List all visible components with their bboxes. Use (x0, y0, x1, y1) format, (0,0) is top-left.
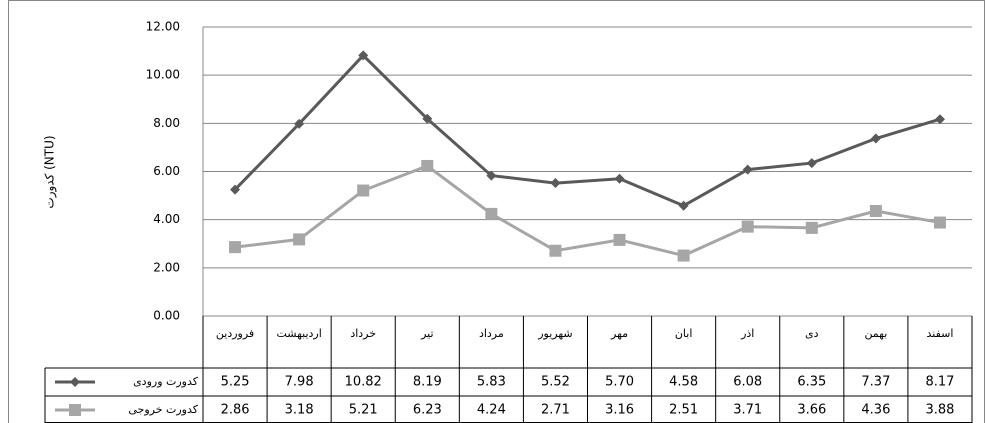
marker (230, 184, 241, 195)
y-tick-label: 6.00 (153, 164, 180, 178)
legend-label: کدورت خروجی (128, 403, 198, 416)
table-value: 3.18 (285, 403, 314, 418)
table-value: 8.19 (413, 375, 442, 390)
marker (742, 164, 753, 175)
marker (613, 233, 626, 246)
table-value: 3.71 (733, 403, 762, 418)
marker (678, 200, 689, 211)
table-value: 2.51 (669, 403, 698, 418)
marker (358, 50, 369, 61)
table-value: 3.16 (605, 403, 634, 418)
table-value: 3.88 (925, 403, 954, 418)
marker (933, 216, 946, 229)
y-tick-label: 12.00 (146, 20, 180, 34)
series-line (233, 53, 941, 208)
chart-border (8, 0, 985, 423)
marker (805, 221, 818, 234)
table-value: 3.66 (797, 403, 826, 418)
x-tick-label: اردیبهشت (276, 327, 321, 340)
table-value: 4.24 (477, 403, 506, 418)
marker (677, 249, 690, 262)
table-value: 2.71 (541, 403, 570, 418)
marker (614, 173, 625, 184)
table-value: 5.21 (349, 403, 378, 418)
x-tick-label: خرداد (350, 327, 376, 340)
x-tick-label: مهر (610, 327, 628, 340)
table-value: 6.08 (733, 375, 762, 390)
table-value: 2.86 (221, 403, 250, 418)
y-tick-label: 0.00 (153, 309, 180, 323)
x-tick-label: دی (805, 327, 819, 340)
x-tick-label: ابان (675, 327, 693, 340)
table-value: 5.25 (221, 375, 250, 390)
table-value: 6.23 (413, 403, 442, 418)
marker (806, 158, 817, 169)
marker (421, 159, 434, 172)
marker (485, 207, 498, 220)
marker (869, 204, 882, 217)
marker (934, 114, 945, 125)
table-value: 4.58 (669, 375, 698, 390)
table-value: 4.36 (861, 403, 890, 418)
x-tick-label: مرداد (479, 327, 504, 340)
table-value: 5.83 (477, 375, 506, 390)
marker (870, 133, 881, 144)
y-tick-label: 2.00 (153, 260, 180, 274)
table-value: 6.35 (797, 375, 826, 390)
y-tick-label: 4.00 (153, 212, 180, 226)
marker (741, 220, 754, 233)
marker (486, 170, 497, 181)
marker (357, 184, 370, 197)
marker (422, 113, 433, 124)
y-tick-label: 8.00 (153, 116, 180, 130)
x-tick-label: بهمن (864, 327, 887, 340)
x-tick-label: اذر (740, 327, 754, 340)
table-value: 10.82 (345, 375, 382, 390)
series-line (234, 164, 941, 258)
marker (550, 178, 561, 189)
x-tick-label: تیر (420, 327, 433, 340)
marker (293, 233, 306, 246)
x-tick-label: اسفند (926, 327, 953, 340)
marker (229, 241, 242, 254)
table-value: 5.70 (605, 375, 634, 390)
table-value: 5.52 (541, 375, 570, 390)
marker (69, 404, 81, 416)
x-tick-label: فروردین (216, 327, 254, 340)
table-value: 7.37 (861, 375, 890, 390)
y-axis-label: کدورت (NTU) (43, 135, 58, 208)
x-tick-label: شهریور (537, 327, 572, 340)
legend-label: کدورت ورودی (133, 375, 199, 388)
y-tick-label: 10.00 (146, 68, 180, 82)
table-value: 7.98 (285, 375, 314, 390)
marker (70, 377, 80, 387)
marker (294, 118, 305, 129)
marker (549, 244, 562, 257)
table-value: 8.17 (925, 375, 954, 390)
